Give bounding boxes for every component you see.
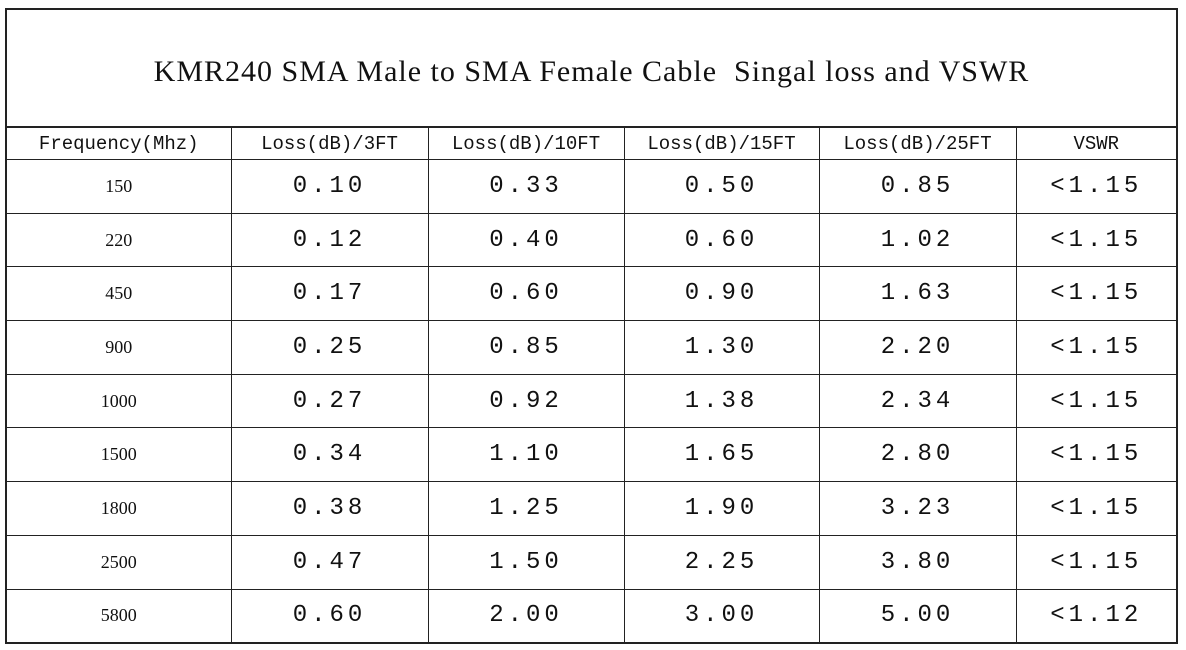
table-title: KMR240 SMA Male to SMA Female Cable Sing… bbox=[7, 10, 1176, 128]
data-row: 150 0.10 0.33 0.50 0.85 <1.15 bbox=[7, 159, 1176, 214]
table-head: Frequency(Mhz) Loss(dB)/3FT Loss(dB)/10FT L… bbox=[7, 128, 1176, 160]
value-cell: 1.50 bbox=[427, 534, 625, 590]
value-cell: 0.85 bbox=[818, 159, 1017, 214]
frequency-cell: 900 bbox=[7, 320, 232, 375]
value-cell: 0.47 bbox=[230, 534, 429, 590]
value-cell: <1.15 bbox=[1015, 373, 1176, 429]
value-cell: 0.38 bbox=[230, 481, 429, 536]
value-cell: 2.34 bbox=[818, 373, 1017, 429]
value-cell: 1.90 bbox=[623, 481, 820, 536]
frequency-cell: 150 bbox=[7, 159, 232, 214]
value-cell: 0.60 bbox=[623, 212, 820, 268]
value-cell: 0.34 bbox=[230, 427, 429, 483]
value-cell: <1.15 bbox=[1015, 534, 1176, 590]
value-cell: 0.25 bbox=[230, 320, 429, 375]
column-header: Loss(dB)/25FT bbox=[818, 128, 1017, 160]
value-cell: 0.50 bbox=[623, 159, 820, 214]
value-cell: 3.23 bbox=[818, 481, 1017, 536]
value-cell: 5.00 bbox=[818, 588, 1017, 643]
value-cell: 2.25 bbox=[623, 534, 820, 590]
value-cell: 0.60 bbox=[230, 588, 429, 643]
value-cell: <1.15 bbox=[1015, 266, 1176, 322]
frequency-cell: 220 bbox=[7, 212, 232, 268]
column-header: Frequency(Mhz) bbox=[7, 128, 232, 160]
header-row: Frequency(Mhz) Loss(dB)/3FT Loss(dB)/10FT L… bbox=[7, 128, 1176, 160]
data-row: 5800 0.60 2.00 3.00 5.00 <1.12 bbox=[7, 588, 1176, 643]
value-cell: <1.15 bbox=[1015, 481, 1176, 536]
value-cell: 0.33 bbox=[427, 159, 625, 214]
value-cell: 1.63 bbox=[818, 266, 1017, 322]
column-header: VSWR bbox=[1015, 128, 1176, 160]
table-body: 150 0.10 0.33 0.50 0.85 <1.15 220 0.12 0.40 0.60 1… bbox=[7, 159, 1176, 643]
value-cell: 0.40 bbox=[427, 212, 625, 268]
column-header: Loss(dB)/3FT bbox=[230, 128, 429, 160]
value-cell: 1.25 bbox=[427, 481, 625, 536]
value-cell: 3.80 bbox=[818, 534, 1017, 590]
data-row: 900 0.25 0.85 1.30 2.20 <1.15 bbox=[7, 320, 1176, 375]
value-cell: 1.02 bbox=[818, 212, 1017, 268]
value-cell: 0.92 bbox=[427, 373, 625, 429]
value-cell: 1.65 bbox=[623, 427, 820, 483]
value-cell: 0.27 bbox=[230, 373, 429, 429]
frequency-cell: 1500 bbox=[7, 427, 232, 483]
table-frame: KMR240 SMA Male to SMA Female Cable Sing… bbox=[5, 8, 1178, 644]
frequency-cell: 2500 bbox=[7, 534, 232, 590]
data-row: 450 0.17 0.60 0.90 1.63 <1.15 bbox=[7, 266, 1176, 322]
value-cell: 2.80 bbox=[818, 427, 1017, 483]
loss-table: Frequency(Mhz) Loss(dB)/3FT Loss(dB)/10FT L… bbox=[7, 128, 1176, 643]
value-cell: 2.00 bbox=[427, 588, 625, 643]
data-row: 1800 0.38 1.25 1.90 3.23 <1.15 bbox=[7, 481, 1176, 536]
value-cell: <1.15 bbox=[1015, 427, 1176, 483]
value-cell: 1.10 bbox=[427, 427, 625, 483]
value-cell: 0.60 bbox=[427, 266, 625, 322]
frequency-cell: 1800 bbox=[7, 481, 232, 536]
data-row: 220 0.12 0.40 0.60 1.02 <1.15 bbox=[7, 212, 1176, 268]
frequency-cell: 5800 bbox=[7, 588, 232, 643]
data-row: 1000 0.27 0.92 1.38 2.34 <1.15 bbox=[7, 373, 1176, 429]
value-cell: 0.85 bbox=[427, 320, 625, 375]
value-cell: 3.00 bbox=[623, 588, 820, 643]
column-header: Loss(dB)/15FT bbox=[623, 128, 820, 160]
data-row: 1500 0.34 1.10 1.65 2.80 <1.15 bbox=[7, 427, 1176, 483]
frequency-cell: 1000 bbox=[7, 373, 232, 429]
value-cell: <1.15 bbox=[1015, 212, 1176, 268]
value-cell: 1.30 bbox=[623, 320, 820, 375]
value-cell: <1.15 bbox=[1015, 159, 1176, 214]
column-header: Loss(dB)/10FT bbox=[427, 128, 625, 160]
value-cell: <1.15 bbox=[1015, 320, 1176, 375]
value-cell: <1.12 bbox=[1015, 588, 1176, 643]
frequency-cell: 450 bbox=[7, 266, 232, 322]
value-cell: 0.12 bbox=[230, 212, 429, 268]
data-row: 2500 0.47 1.50 2.25 3.80 <1.15 bbox=[7, 534, 1176, 590]
value-cell: 1.38 bbox=[623, 373, 820, 429]
value-cell: 0.10 bbox=[230, 159, 429, 214]
value-cell: 0.90 bbox=[623, 266, 820, 322]
value-cell: 2.20 bbox=[818, 320, 1017, 375]
value-cell: 0.17 bbox=[230, 266, 429, 322]
